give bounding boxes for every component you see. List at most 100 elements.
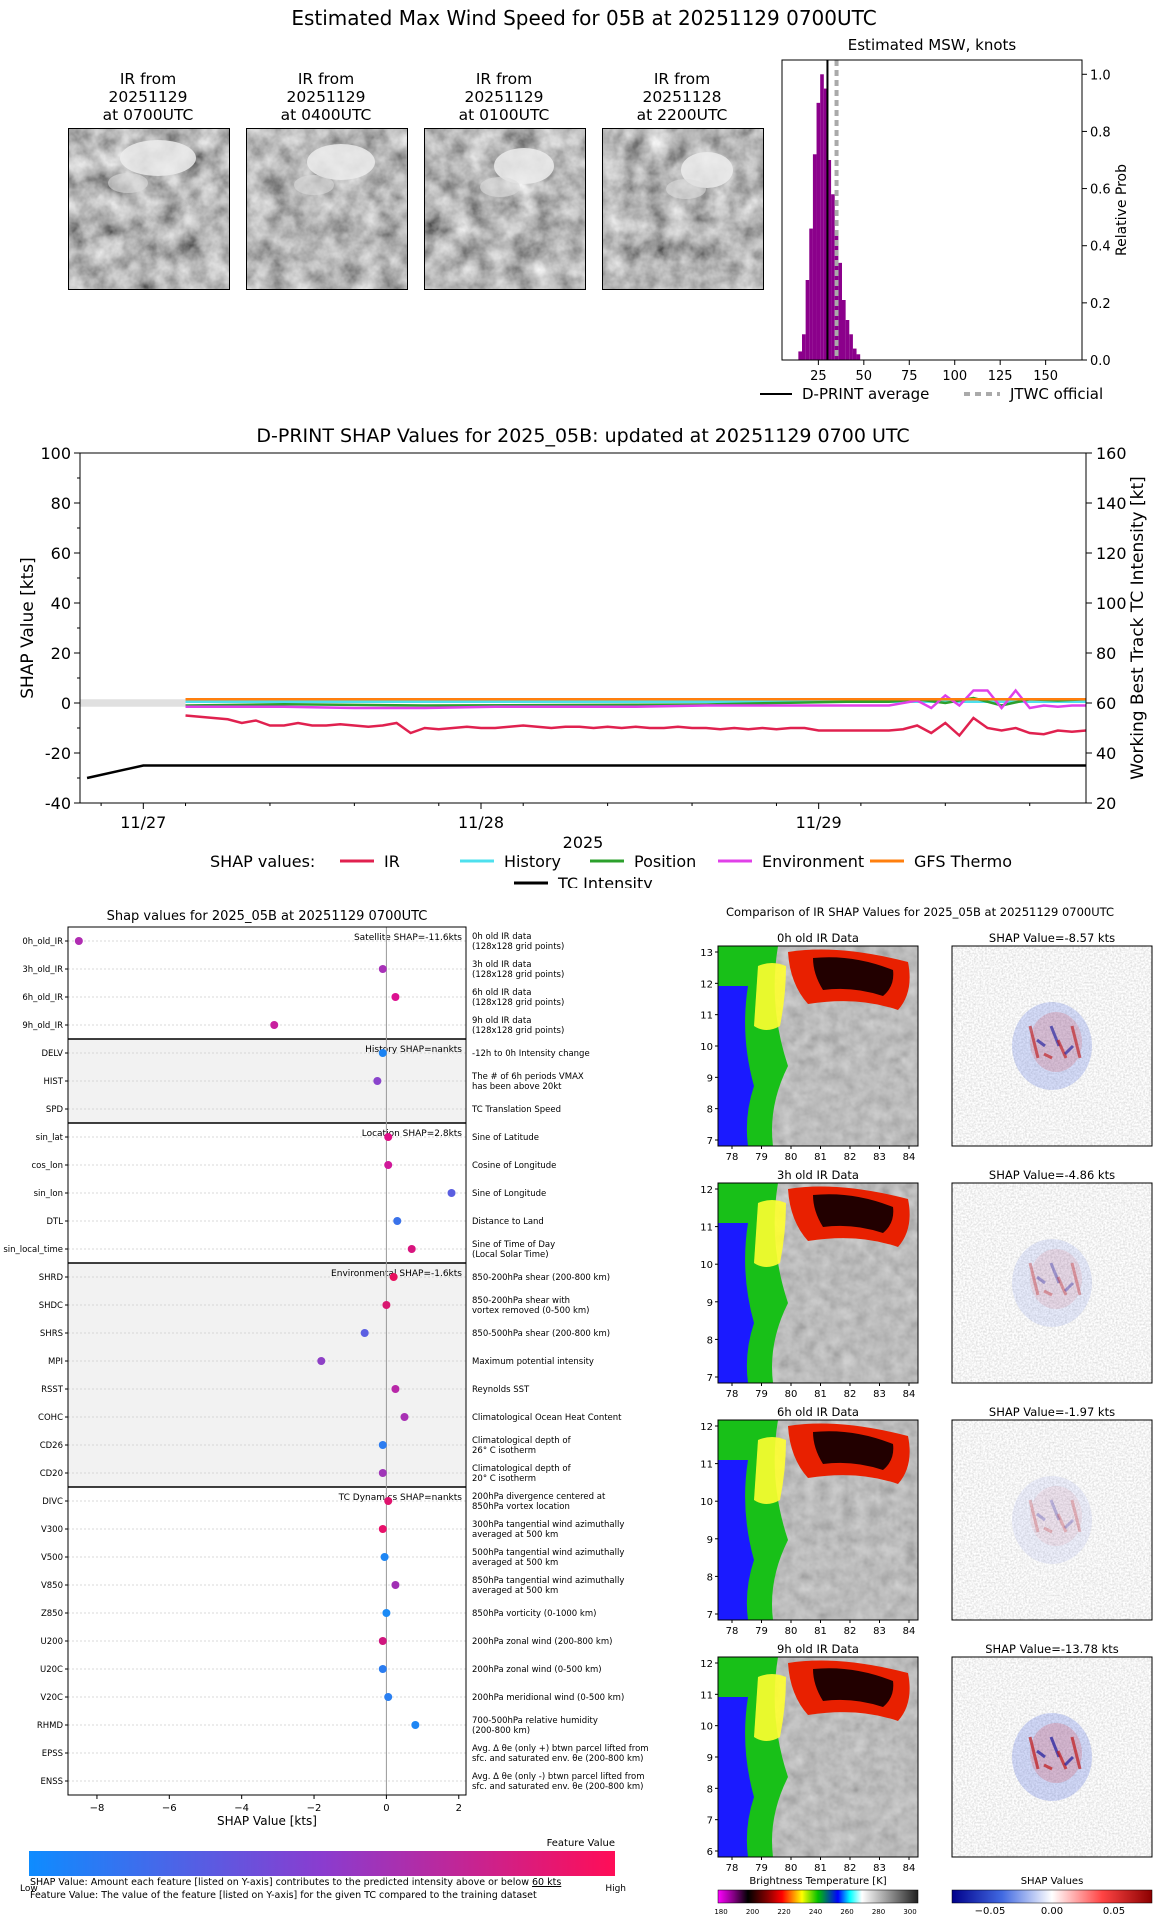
ir-thumb-image xyxy=(424,128,586,290)
feature-point xyxy=(382,1301,391,1309)
ir-y-tick-label: 10 xyxy=(700,1497,713,1508)
timeseries-y-tick-label: -20 xyxy=(45,744,71,763)
histogram-bar xyxy=(845,320,850,360)
timeseries-y-right-tick-label: 40 xyxy=(1096,744,1116,763)
shap-colorbar xyxy=(951,1889,1153,1904)
ir-thumb-label-line3: at 0400UTC xyxy=(280,106,372,124)
feature-x-tick-label: −2 xyxy=(307,1803,322,1814)
ir-panel-title: 6h old IR Data xyxy=(777,1405,859,1419)
shap-map-stripe xyxy=(1028,1025,1040,1059)
shap-map-blue-blob xyxy=(1012,1713,1092,1801)
main-title: Estimated Max Wind Speed for 05B at 2025… xyxy=(291,6,877,30)
histogram-y-tick-label: 1.0 xyxy=(1090,68,1111,83)
feature-description: (Local Solar Time) xyxy=(472,1250,549,1260)
ir-panel-title: 0h old IR Data xyxy=(777,931,859,945)
feature-point xyxy=(378,965,387,973)
feature-name: Z850 xyxy=(41,1609,63,1619)
legend-label-ir: IR xyxy=(384,852,400,871)
feature-description: (200-800 km) xyxy=(472,1726,530,1736)
shap-panel-title: SHAP Value=-13.78 kts xyxy=(985,1642,1119,1656)
shap-map-stripe xyxy=(1063,1755,1075,1767)
timeseries-y-right-tick-label: 60 xyxy=(1096,694,1116,713)
feature-name: ENSS xyxy=(40,1777,63,1787)
feature-description: 26° C isotherm xyxy=(472,1446,536,1456)
bt-colorbar xyxy=(717,1889,919,1904)
feature-point xyxy=(378,1469,387,1477)
histogram-x-tick-label: 150 xyxy=(1033,369,1058,384)
ir-y-tick-label: 10 xyxy=(700,1260,713,1271)
histogram-x-tick-label: 100 xyxy=(942,369,967,384)
ir-map-yellow xyxy=(754,963,786,1030)
feature-description: Distance to Land xyxy=(472,1217,544,1227)
feature-description: Cosine of Longitude xyxy=(472,1161,556,1171)
ir-y-tick-label: 10 xyxy=(700,1722,713,1733)
ir-y-tick-label: 12 xyxy=(700,979,713,990)
feature-name: DTL xyxy=(47,1217,64,1227)
ir-thumb-image xyxy=(246,128,408,290)
ir-y-tick-label: 7 xyxy=(707,1373,713,1384)
ir-panel-title: 9h old IR Data xyxy=(777,1642,859,1656)
timeseries-y-right-label: Working Best Track TC Intensity [kt] xyxy=(1128,476,1148,780)
ir-map-yellow xyxy=(754,1200,786,1267)
feature-x-tick-label: 0 xyxy=(383,1803,389,1814)
ir-x-tick-label: 83 xyxy=(873,1152,886,1163)
shap-panel-title: SHAP Value=-1.97 kts xyxy=(989,1405,1115,1419)
bt-colorbar-tick: 280 xyxy=(872,1908,885,1916)
histogram-y-tick-label: 0.2 xyxy=(1090,297,1111,312)
feature-point xyxy=(378,1665,387,1673)
ir-map-yellow xyxy=(754,1674,786,1741)
feature-description: 0h old IR data xyxy=(472,932,531,942)
bt-colorbar-tick: 300 xyxy=(903,1908,916,1916)
shap-map-stripe xyxy=(1043,1763,1053,1771)
ir-thumb-label-line1: IR from xyxy=(119,70,177,88)
shap-map-stripe xyxy=(1056,1039,1068,1059)
timeseries-x-tick-label: 11/29 xyxy=(796,813,842,832)
feature-point xyxy=(389,1273,398,1281)
feature-point xyxy=(411,1721,420,1729)
ir-y-tick-label: 10 xyxy=(700,1042,713,1053)
histogram-bar xyxy=(838,262,842,360)
feature-description: averaged at 500 km xyxy=(472,1558,558,1568)
ir-y-tick-label: 11 xyxy=(700,1460,713,1471)
ir-y-tick-label: 8 xyxy=(707,1784,713,1795)
feature-description: Sine of Longitude xyxy=(472,1189,546,1199)
timeseries-x-tick-label: 11/27 xyxy=(120,813,166,832)
ir-map-core xyxy=(813,1431,894,1470)
shap-map-stripe xyxy=(1063,1518,1075,1530)
histogram-title: Estimated MSW, knots xyxy=(848,36,1017,54)
feature-name: SPD xyxy=(46,1105,64,1115)
shap-map-stripe xyxy=(1036,1275,1046,1285)
ir-x-tick-label: 84 xyxy=(903,1389,916,1400)
ir-y-tick-label: 12 xyxy=(700,1185,713,1196)
histogram-bar xyxy=(816,102,821,360)
feature-name: COHC xyxy=(38,1413,63,1423)
feature-description: Avg. Δ θe (only -) btwn parcel lifted fr… xyxy=(472,1772,645,1782)
ir-x-tick-label: 84 xyxy=(903,1626,916,1637)
feature-description: sfc. and saturated env. θe (200-800 km) xyxy=(472,1754,644,1764)
feature-name: V850 xyxy=(41,1581,63,1591)
feature-description: (128x128 grid points) xyxy=(472,998,564,1008)
series-line-environment xyxy=(185,688,1086,710)
timeseries-y-tick-label: 100 xyxy=(40,444,71,463)
shap-panel-title: SHAP Value=-4.86 kts xyxy=(989,1168,1115,1182)
histogram-y-tick-label: 0.0 xyxy=(1090,354,1111,369)
ir-y-tick-label: 11 xyxy=(700,1011,713,1022)
legend-label-position: Position xyxy=(634,852,696,871)
bt-colorbar-tick: 240 xyxy=(809,1908,822,1916)
feature-description: 200hPa divergence centered at xyxy=(472,1492,606,1502)
feature-name: CD20 xyxy=(40,1469,63,1479)
feature-point xyxy=(393,1217,402,1225)
feature-colorbar xyxy=(29,1851,615,1876)
feature-description: 300hPa tangential wind azimuthally xyxy=(472,1520,624,1530)
shap-map-stripe xyxy=(1049,1499,1061,1521)
feature-description: vortex removed (0-500 km) xyxy=(472,1306,589,1316)
histogram-y-tick-label: 0.6 xyxy=(1090,183,1111,198)
feature-description: 20° C isotherm xyxy=(472,1474,536,1484)
feature-name: 3h_old_IR xyxy=(22,965,63,975)
ir-y-tick-label: 7 xyxy=(707,1610,713,1621)
group-band xyxy=(68,1039,466,1123)
ir-map-core xyxy=(813,1668,894,1707)
timeseries-y-tick-label: 0 xyxy=(61,694,71,713)
feature-description: 3h old IR data xyxy=(472,960,531,970)
shap-timeseries-chart: D-PRINT SHAP Values for 2025_05B: update… xyxy=(18,425,1148,888)
